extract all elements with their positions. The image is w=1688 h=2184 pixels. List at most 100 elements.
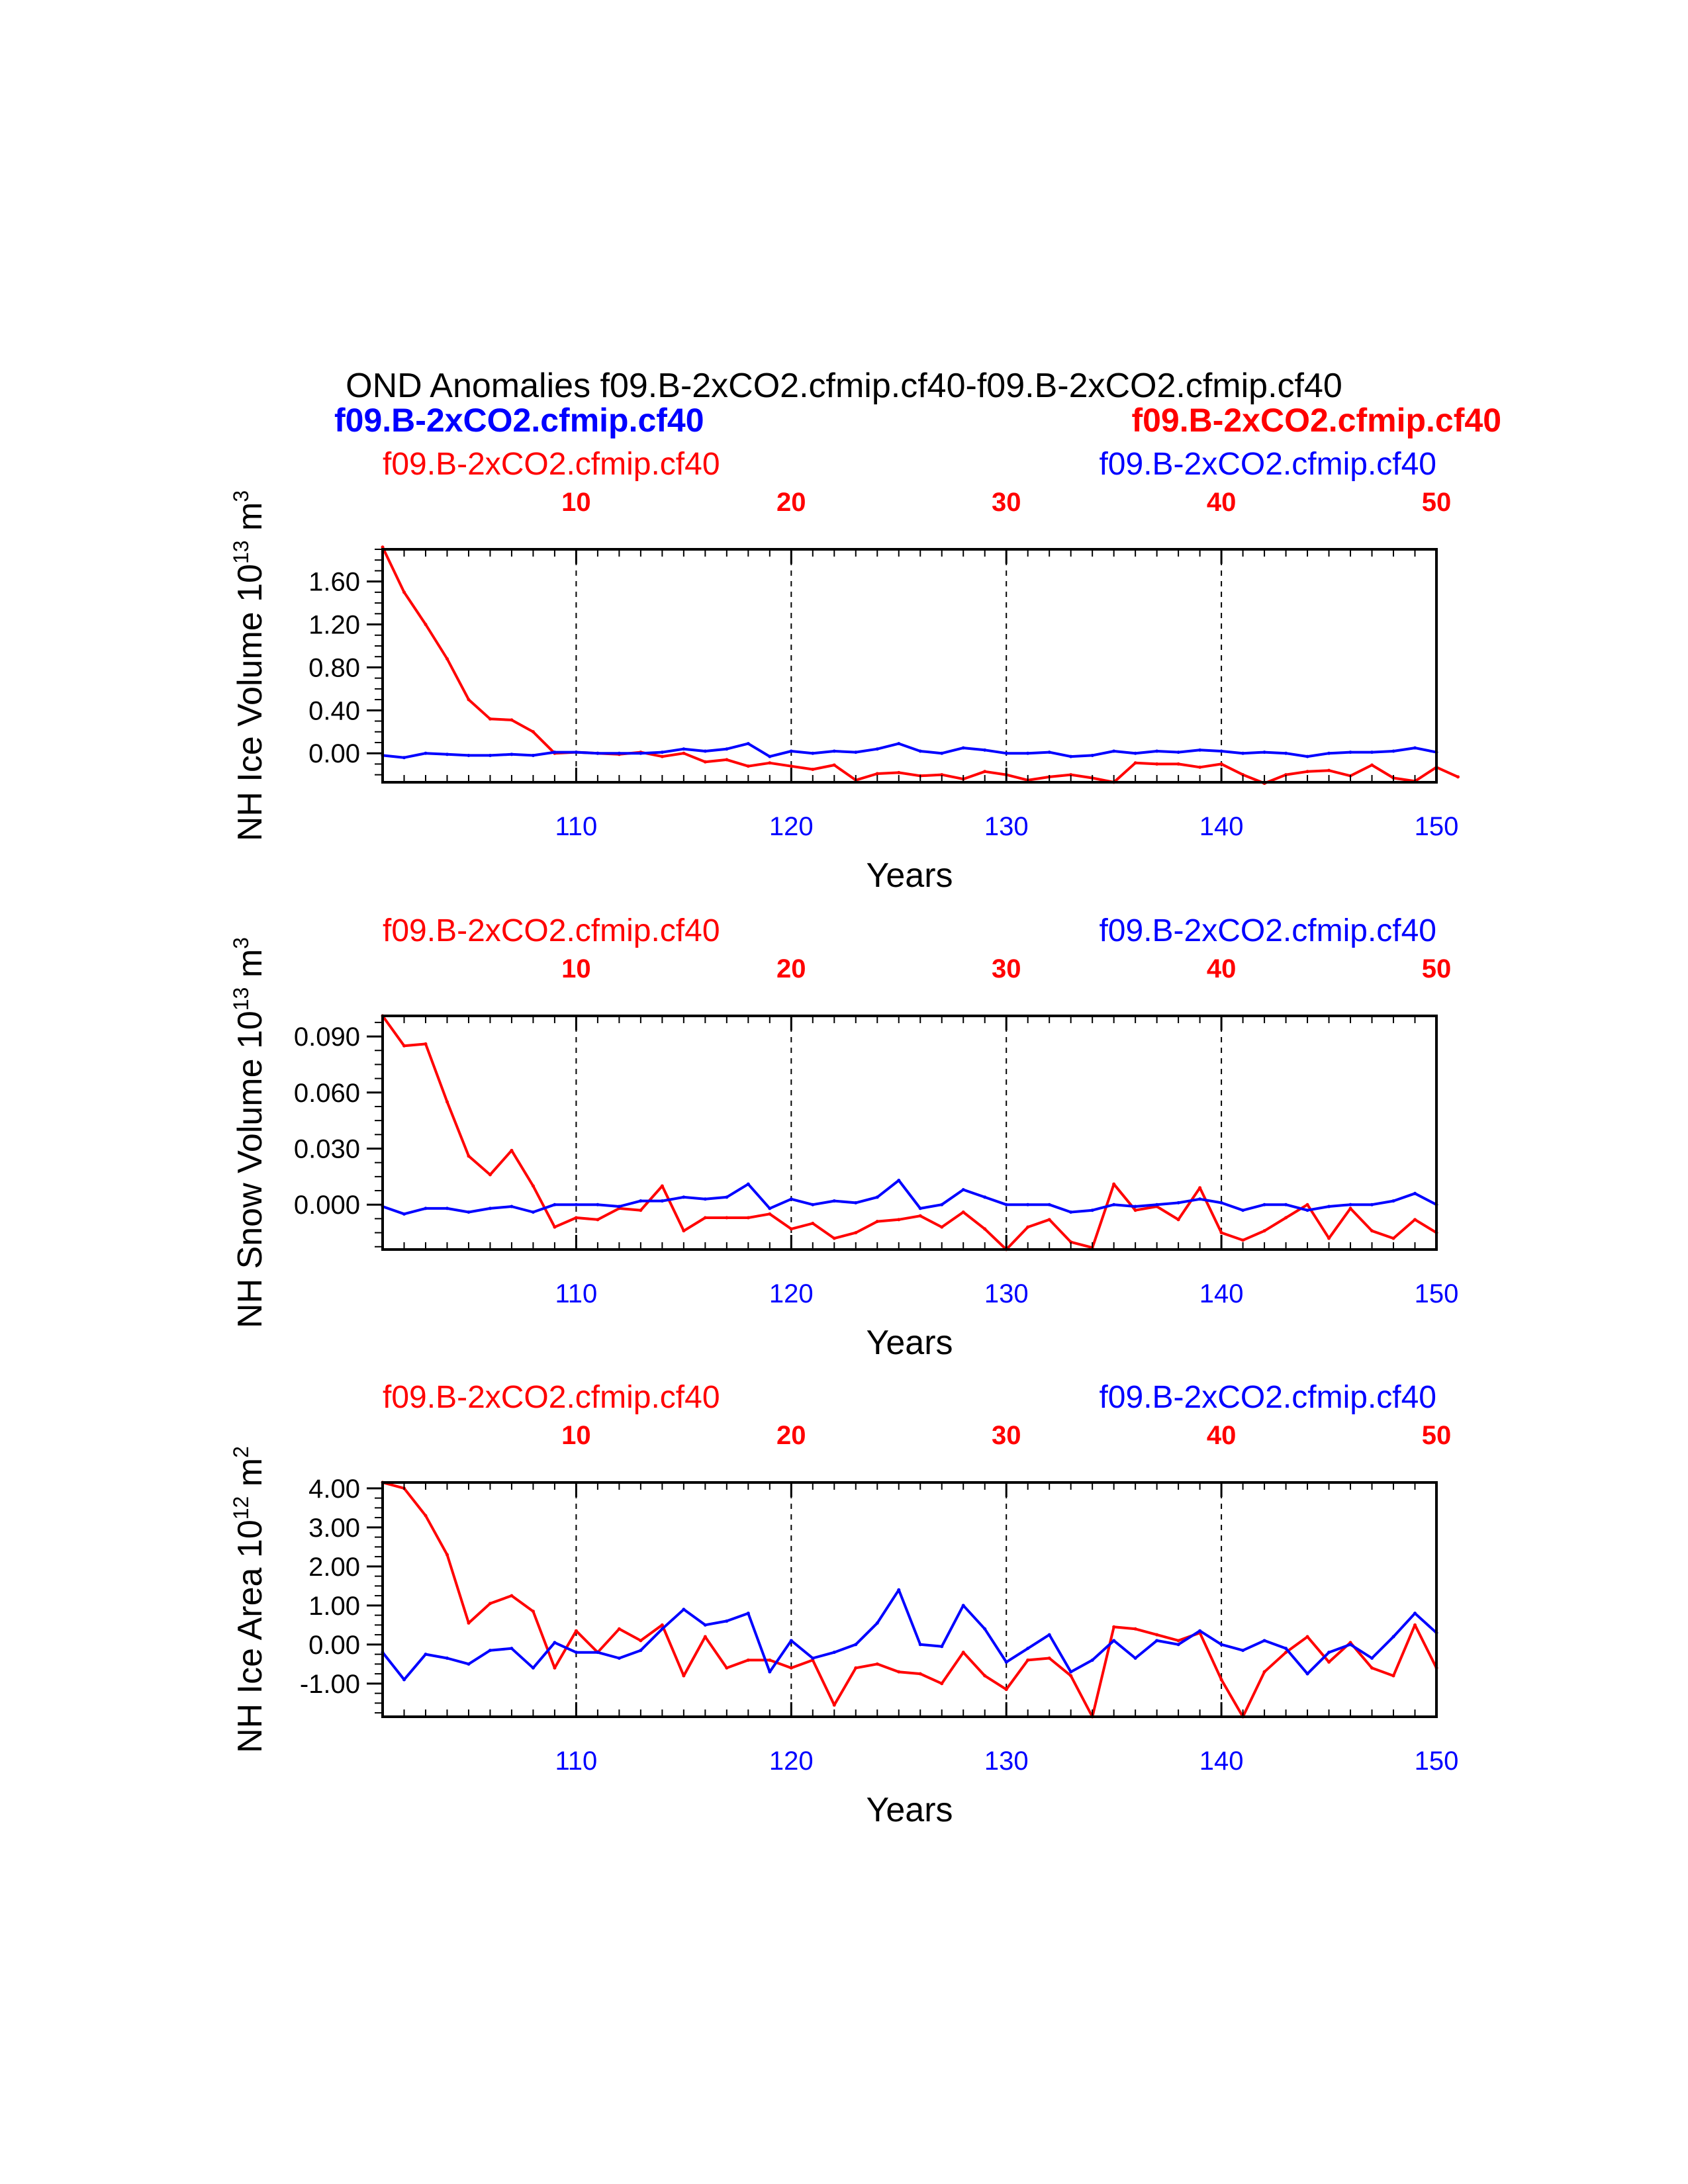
case-label-right: f09.B-2xCO2.cfmip.cf40 xyxy=(1099,447,1436,482)
x-tick-label-bottom: 140 xyxy=(1199,1747,1244,1776)
data-point-blue xyxy=(1241,1208,1245,1212)
x-tick-label-bottom: 140 xyxy=(1199,812,1244,841)
series-line-red xyxy=(381,1015,1438,1251)
data-point-blue xyxy=(703,749,707,753)
data-point-red xyxy=(467,698,471,702)
panels: 0.00 0.40 0.80 1.20 1.60 110 120 130 140 150 10 20 3… xyxy=(229,447,1460,1829)
y-tick-label: 0.00 xyxy=(308,739,360,768)
data-point-red xyxy=(510,718,514,722)
data-point-blue xyxy=(574,1203,578,1206)
data-point-blue xyxy=(1090,1208,1094,1212)
data-point-red xyxy=(940,773,944,777)
y-axis-title-ylabel-exp: 12 xyxy=(229,1496,253,1520)
data-point-red xyxy=(1069,1240,1073,1244)
data-point-red xyxy=(553,1666,557,1670)
data-point-red xyxy=(918,1672,922,1676)
data-point-red xyxy=(1155,1633,1159,1637)
data-point-blue xyxy=(682,1608,686,1612)
data-point-red xyxy=(682,1674,686,1678)
data-point-blue xyxy=(725,1195,729,1199)
data-point-blue xyxy=(596,1651,600,1655)
data-point-red xyxy=(574,1629,578,1633)
data-point-blue xyxy=(553,1203,557,1206)
data-point-red xyxy=(854,1231,858,1235)
data-point-blue xyxy=(1327,1651,1331,1655)
data-point-red xyxy=(1026,1658,1030,1662)
data-point-blue xyxy=(660,751,664,754)
data-point-blue xyxy=(1305,754,1309,758)
data-point-red xyxy=(918,1214,922,1218)
data-point-red xyxy=(832,763,836,767)
data-point-blue xyxy=(596,751,600,755)
data-point-blue xyxy=(1219,1643,1223,1647)
data-point-blue xyxy=(488,753,492,757)
x-tick-label-bottom: 140 xyxy=(1199,1279,1244,1308)
series-line-red xyxy=(381,546,1459,785)
data-point-red xyxy=(703,1216,707,1220)
data-point-blue xyxy=(1198,1629,1202,1633)
header-left-case: f09.B-2xCO2.cfmip.cf40 xyxy=(334,402,704,439)
y-axis-title-ylabel-unit: m xyxy=(231,502,269,541)
data-point-blue xyxy=(1198,1197,1202,1201)
data-point-red xyxy=(574,1216,578,1220)
data-point-red xyxy=(445,1100,449,1104)
data-point-blue xyxy=(639,751,643,755)
data-point-red xyxy=(897,1670,901,1674)
data-point-red xyxy=(1069,773,1073,777)
data-point-blue xyxy=(424,1206,428,1210)
y-tick-label: 0.40 xyxy=(308,696,360,725)
data-point-blue xyxy=(875,747,879,751)
data-point-blue xyxy=(940,751,944,755)
data-point-blue xyxy=(617,751,621,755)
data-point-blue xyxy=(1241,751,1245,755)
data-point-blue xyxy=(1155,749,1159,753)
data-point-blue xyxy=(596,1203,600,1206)
data-point-red xyxy=(445,657,449,660)
data-point-blue xyxy=(875,1621,879,1625)
data-point-blue xyxy=(832,749,836,753)
data-point-red xyxy=(1026,1225,1030,1229)
data-point-blue xyxy=(1284,1203,1288,1206)
data-point-blue xyxy=(1112,1203,1116,1206)
data-point-red xyxy=(467,1154,471,1158)
data-point-blue xyxy=(1155,1203,1159,1206)
data-point-red xyxy=(875,1220,879,1224)
data-point-red xyxy=(1176,762,1180,766)
x-tick-label-bottom: 110 xyxy=(555,1279,598,1308)
x-tick-label-bottom: 120 xyxy=(769,812,814,841)
data-point-blue xyxy=(1004,1203,1008,1206)
data-point-red xyxy=(1327,1660,1331,1664)
data-point-blue xyxy=(854,1643,858,1647)
y-axis-title-ylabel: NH Snow Volume 10 xyxy=(231,1011,269,1328)
data-point-blue xyxy=(1262,1639,1266,1643)
x-tick-label-top: 30 xyxy=(992,954,1021,983)
x-tick-label-top: 30 xyxy=(992,1421,1021,1450)
data-point-red xyxy=(1241,1238,1245,1242)
data-point-blue xyxy=(660,1199,664,1203)
data-point-blue xyxy=(1305,1672,1309,1676)
data-point-red xyxy=(1004,1688,1008,1692)
data-point-red xyxy=(746,1216,750,1220)
data-point-red xyxy=(553,1225,557,1229)
data-point-blue xyxy=(1241,1649,1245,1653)
panel-1: 0.00 0.40 0.80 1.20 1.60 110 120 130 140 150 10 20 3… xyxy=(229,447,1460,895)
series-line-red xyxy=(382,1481,1438,1718)
data-point-blue xyxy=(467,753,471,757)
data-point-blue xyxy=(445,1206,449,1210)
x-tick-label-bottom: 120 xyxy=(769,1279,814,1308)
x-tick-label-top: 50 xyxy=(1422,488,1452,517)
data-point-red xyxy=(467,1621,471,1625)
data-point-blue xyxy=(510,1205,514,1208)
data-point-red xyxy=(1391,1236,1395,1240)
data-point-blue xyxy=(1391,1199,1395,1203)
y-axis-title-ylabel-unit: m xyxy=(231,949,269,987)
y-tick-label: 0.80 xyxy=(308,653,360,682)
data-point-red xyxy=(703,1635,707,1639)
data-point-blue xyxy=(746,1612,750,1615)
data-point-red xyxy=(1219,762,1223,766)
data-point-red xyxy=(510,1148,514,1152)
data-point-blue xyxy=(1176,1201,1180,1205)
x-tick-label-bottom: 130 xyxy=(984,1747,1029,1776)
data-point-blue xyxy=(768,1206,772,1210)
x-tick-label-top: 10 xyxy=(561,488,591,517)
